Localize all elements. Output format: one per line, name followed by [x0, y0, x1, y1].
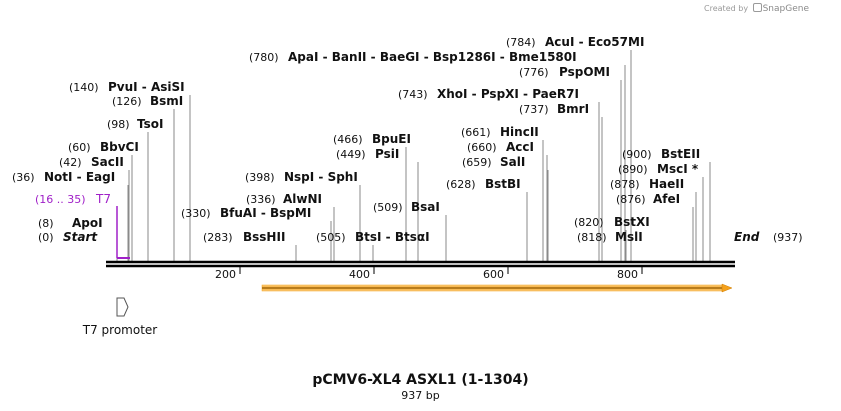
- site-position: (126): [112, 95, 142, 108]
- site-name: XhoI - PspXI - PaeR7I: [437, 87, 579, 101]
- site-name: BstBI: [485, 177, 521, 191]
- site-position: (398): [245, 171, 275, 184]
- end-marker: End (937): [734, 230, 803, 244]
- site-position: (283): [203, 231, 233, 244]
- site-name: BstXI: [614, 215, 650, 229]
- tick-label-400: 400: [349, 268, 370, 281]
- start-marker: (0) Start: [38, 230, 98, 244]
- site-name: BpuEI: [372, 132, 411, 146]
- site-name: HaeII: [649, 177, 684, 191]
- tick-label-600: 600: [483, 268, 504, 281]
- site-position: (890): [618, 163, 648, 176]
- site-name: HincII: [500, 125, 539, 139]
- site-name: NspI - SphI: [284, 170, 358, 184]
- site-position: (737): [519, 103, 549, 116]
- site-position: (140): [69, 81, 99, 94]
- snapgene-credit: Created by SnapGene: [704, 3, 809, 14]
- site-position: (449): [336, 148, 366, 161]
- tick-label-800: 800: [617, 268, 638, 281]
- site-position: (818): [577, 231, 607, 244]
- end-label: End: [734, 230, 760, 244]
- site-name: AlwNI: [283, 192, 322, 206]
- site-name: AccI: [506, 140, 534, 154]
- site-position: (878): [610, 178, 640, 191]
- site-position: (660): [467, 141, 497, 154]
- site-name: BsaI: [411, 200, 440, 214]
- map-title: pCMV6-XL4 ASXL1 (1-1304): [312, 372, 529, 388]
- site-name: BsmI: [150, 94, 183, 108]
- site-name: AfeI: [653, 192, 680, 206]
- promoter-label: T7 promoter: [82, 323, 158, 337]
- tick-label-200: 200: [215, 268, 236, 281]
- site-position: (509): [373, 201, 403, 214]
- site-position: (98): [107, 118, 130, 131]
- site-position: (36): [12, 171, 35, 184]
- site-position: (8): [38, 217, 54, 230]
- site-name: BssHII: [243, 230, 285, 244]
- site-name: PsiI: [375, 147, 399, 161]
- site-position: (743): [398, 88, 428, 101]
- site-name: BtsI - BtsαI: [355, 230, 430, 244]
- site-name: BstEII: [661, 147, 700, 161]
- site-name: PspOMI: [559, 65, 610, 79]
- site-position: (876): [616, 193, 646, 206]
- site-name: SalI: [500, 155, 525, 169]
- site-labels: (8) ApoI (36) NotI - EagI(42) SacII(60) BbvCI…: [12, 35, 700, 244]
- site-position: (466): [333, 133, 363, 146]
- site-name: ApaI - BanII - BaeGI - Bsp1286I - Bme158…: [288, 50, 577, 64]
- ruler: 200 400 600 800: [215, 266, 643, 281]
- site-position: (784): [506, 36, 536, 49]
- snapgene-logo-icon: [752, 3, 762, 12]
- credit-text: Created by: [704, 4, 749, 13]
- start-label: Start: [63, 230, 98, 244]
- site-name: NotI - EagI: [44, 170, 115, 184]
- site-position: (820): [574, 216, 604, 229]
- end-position: (937): [773, 231, 803, 244]
- promoter-arrow-icon: [116, 297, 129, 317]
- start-position: (0): [38, 231, 54, 244]
- site-name: MscI *: [657, 162, 699, 176]
- primer-name: T7: [95, 192, 111, 206]
- site-position: (659): [462, 156, 492, 169]
- site-name: TsoI: [137, 117, 163, 131]
- site-name: PvuI - AsiSI: [108, 80, 185, 94]
- site-position: (60): [68, 141, 91, 154]
- orf-arrowhead-icon: [721, 283, 733, 293]
- site-position: (42): [59, 156, 82, 169]
- primer-range: (16 .. 35): [35, 193, 86, 206]
- site-name: BfuAI - BspMI: [220, 206, 311, 220]
- site-name: BbvCI: [100, 140, 139, 154]
- t7-primer: [116, 206, 130, 259]
- site-name: SacII: [91, 155, 124, 169]
- site-leader-lines: [116, 50, 711, 262]
- site-name: MslI: [615, 230, 643, 244]
- site-position: (900): [622, 148, 652, 161]
- map-length: 937 bp: [401, 389, 440, 402]
- site-position: (330): [181, 207, 211, 220]
- site-position: (336): [246, 193, 276, 206]
- site-name: BmrI: [557, 102, 589, 116]
- site-position: (776): [519, 66, 549, 79]
- orf-feature: [261, 283, 733, 293]
- site-name: ApoI: [72, 216, 103, 230]
- site-name: AcuI - Eco57MI: [545, 35, 644, 49]
- site-position: (628): [446, 178, 476, 191]
- site-position: (505): [316, 231, 346, 244]
- snapgene-brand: SnapGene: [762, 4, 809, 14]
- t7-promoter: T7 promoter: [82, 297, 158, 337]
- site-position: (780): [249, 51, 279, 64]
- site-position: (661): [461, 126, 491, 139]
